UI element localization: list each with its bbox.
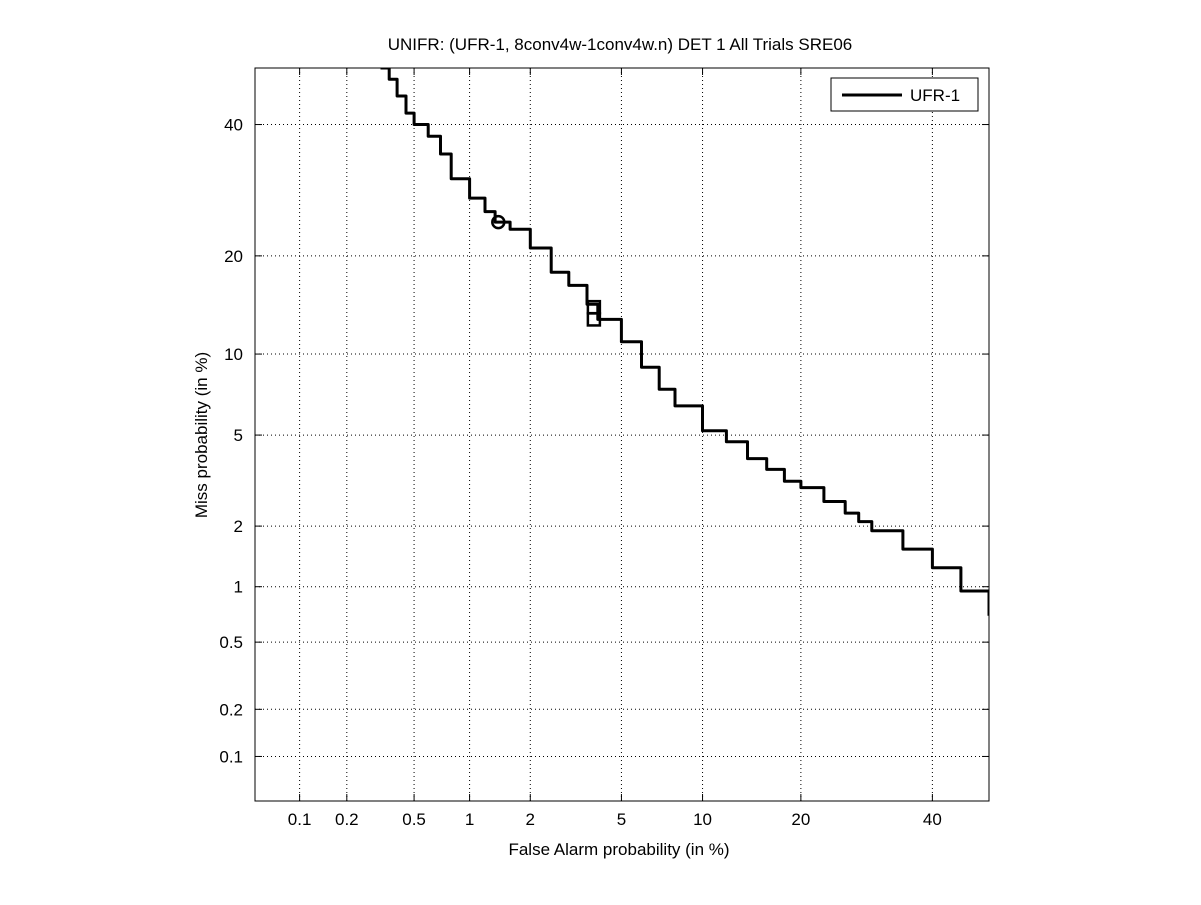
axis-ticks: 0.1 0.2 0.5 1 2 5 10 20 40 0.1 0.2 0.5 1 2 5 10 20 40	[219, 68, 989, 829]
series-layer	[380, 68, 989, 616]
chart-title: UNIFR: (UFR-1, 8conv4w-1conv4w.n) DET 1 …	[388, 35, 853, 54]
legend-label-ufr-1: UFR-1	[910, 86, 960, 105]
grid-lines	[255, 68, 989, 801]
y-tick-label: 5	[234, 426, 243, 445]
y-tick-label: 40	[224, 116, 243, 135]
min-dcf-circle-marker	[491, 214, 506, 230]
x-tick-label: 20	[791, 810, 810, 829]
x-tick-label: 2	[526, 810, 535, 829]
y-tick-label: 0.5	[219, 633, 243, 652]
x-tick-label: 0.5	[402, 810, 426, 829]
x-tick-label: 40	[923, 810, 942, 829]
x-tick-label: 10	[693, 810, 712, 829]
legend: UFR-1	[830, 77, 979, 112]
x-tick-label: 5	[617, 810, 626, 829]
y-tick-label: 0.2	[219, 700, 243, 719]
marker-layer	[491, 214, 602, 327]
y-tick-label: 0.1	[219, 747, 243, 766]
x-tick-label: 0.2	[335, 810, 359, 829]
series-line-ufr-1	[380, 68, 989, 616]
y-tick-label: 10	[224, 345, 243, 364]
x-tick-label: 1	[465, 810, 474, 829]
x-tick-label: 0.1	[288, 810, 312, 829]
plot-frame	[254, 67, 990, 802]
x-axis-label: False Alarm probability (in %)	[508, 840, 729, 859]
y-tick-label: 1	[234, 578, 243, 597]
y-tick-label: 2	[234, 517, 243, 536]
y-tick-label: 20	[224, 247, 243, 266]
y-axis-label: Miss probability (in %)	[192, 352, 211, 518]
actual-dcf-square-marker	[586, 312, 602, 327]
